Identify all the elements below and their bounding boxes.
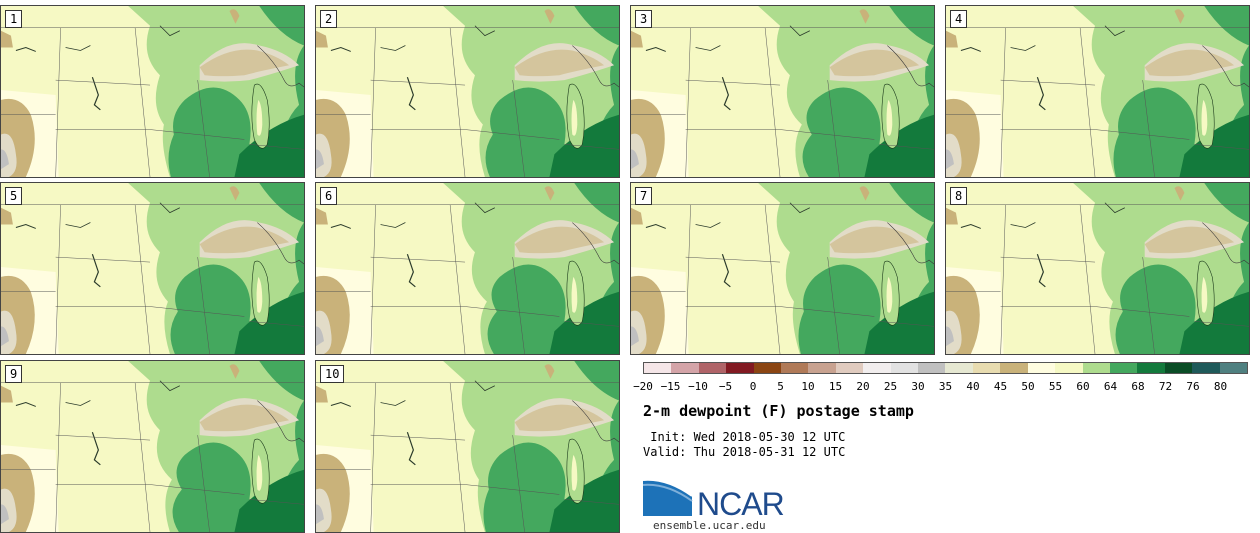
- ncar-logo-icon: [642, 478, 693, 516]
- ensemble-member-panel-6: 6: [315, 182, 620, 355]
- colorbar-tick: 5: [777, 380, 784, 393]
- colorbar-tick: 40: [966, 380, 980, 393]
- colorbar-segment: [808, 363, 836, 373]
- colorbar-segment: [671, 363, 699, 373]
- ncar-logo-text: NCAR: [697, 486, 785, 522]
- member-number-label: 2: [320, 10, 338, 28]
- colorbar-tick-labels: −20 −15 −10 −5 0 5 10 15 20 25 30 35 40 45 50 55 60 64 68 7…: [633, 380, 1248, 394]
- init-time: Init: Wed 2018-05-30 12 UTC: [643, 430, 846, 444]
- member-number-label: 3: [635, 10, 653, 28]
- member-number-label: 7: [635, 187, 653, 205]
- dewpoint-map: [946, 183, 1249, 354]
- colorbar-tick: 50: [1021, 380, 1035, 393]
- member-number-label: 10: [320, 365, 345, 383]
- colorbar-segment: [945, 363, 973, 373]
- colorbar-segment: [753, 363, 782, 373]
- ensemble-member-panel-7: 7: [630, 182, 935, 355]
- ensemble-member-panel-4: 4: [945, 5, 1250, 178]
- dewpoint-map: [316, 183, 619, 354]
- ensemble-member-panel-3: 3: [630, 5, 935, 178]
- dewpoint-map: [631, 6, 934, 177]
- ensemble-member-panel-1: 1: [0, 5, 305, 178]
- colorbar-tick: 25: [883, 380, 898, 393]
- member-number-label: 1: [5, 10, 23, 28]
- colorbar-segment: [1055, 363, 1083, 373]
- member-number-label: 5: [5, 187, 23, 205]
- colorbar-tick: −5: [718, 380, 733, 393]
- dewpoint-colorbar: [643, 362, 1248, 374]
- figure-title: 2-m dewpoint (F) postage stamp: [643, 402, 914, 420]
- dewpoint-map: [1, 361, 304, 532]
- dewpoint-map: [1, 6, 304, 177]
- ensemble-member-panel-5: 5: [0, 182, 305, 355]
- colorbar-tick: −10: [688, 380, 708, 393]
- ensemble-member-panel-9: 9: [0, 360, 305, 533]
- dewpoint-map: [316, 6, 619, 177]
- colorbar-tick: 30: [911, 380, 925, 393]
- dewpoint-map: [631, 183, 934, 354]
- colorbar-segment: [918, 363, 946, 373]
- member-number-label: 9: [5, 365, 23, 383]
- colorbar-tick: 72: [1158, 380, 1173, 393]
- colorbar-tick: 55: [1048, 380, 1063, 393]
- colorbar-segment: [1000, 363, 1028, 373]
- colorbar-segment: [644, 363, 672, 373]
- colorbar-segment: [698, 363, 727, 373]
- colorbar-segment: [1027, 363, 1056, 373]
- colorbar-tick: 60: [1076, 380, 1090, 393]
- colorbar-segment: [1219, 363, 1247, 373]
- dewpoint-map: [316, 361, 619, 532]
- website-url: ensemble.ucar.edu: [653, 519, 766, 532]
- ensemble-member-panel-2: 2: [315, 5, 620, 178]
- colorbar-tick: 15: [828, 380, 843, 393]
- colorbar-segment: [1164, 363, 1193, 373]
- colorbar-segment: [726, 363, 754, 373]
- colorbar-tick: −15: [660, 380, 681, 393]
- colorbar-tick: 45: [993, 380, 1008, 393]
- colorbar-tick: 20: [856, 380, 870, 393]
- colorbar-tick: 10: [801, 380, 815, 393]
- colorbar-segment: [890, 363, 919, 373]
- colorbar-tick: 76: [1186, 380, 1200, 393]
- colorbar-tick: 68: [1131, 380, 1145, 393]
- dewpoint-map: [946, 6, 1249, 177]
- member-number-label: 4: [950, 10, 968, 28]
- colorbar-segment: [1137, 363, 1165, 373]
- colorbar-tick: 80: [1213, 380, 1228, 393]
- colorbar-segment: [972, 363, 1001, 373]
- colorbar-tick: 35: [938, 380, 953, 393]
- member-number-label: 8: [950, 187, 968, 205]
- colorbar-segment: [781, 363, 809, 373]
- colorbar-tick: −20: [633, 380, 653, 393]
- colorbar-segment: [1109, 363, 1138, 373]
- colorbar-segment: [835, 363, 864, 373]
- colorbar-segment: [1192, 363, 1220, 373]
- colorbar-tick: 0: [749, 380, 757, 393]
- ensemble-member-panel-8: 8: [945, 182, 1250, 355]
- member-number-label: 6: [320, 187, 338, 205]
- dewpoint-map: [1, 183, 304, 354]
- valid-time: Valid: Thu 2018-05-31 12 UTC: [643, 445, 846, 459]
- colorbar-segment: [1082, 363, 1110, 373]
- colorbar-tick: 64: [1103, 380, 1118, 393]
- ensemble-member-panel-10: 10: [315, 360, 620, 533]
- colorbar-segment: [863, 363, 891, 373]
